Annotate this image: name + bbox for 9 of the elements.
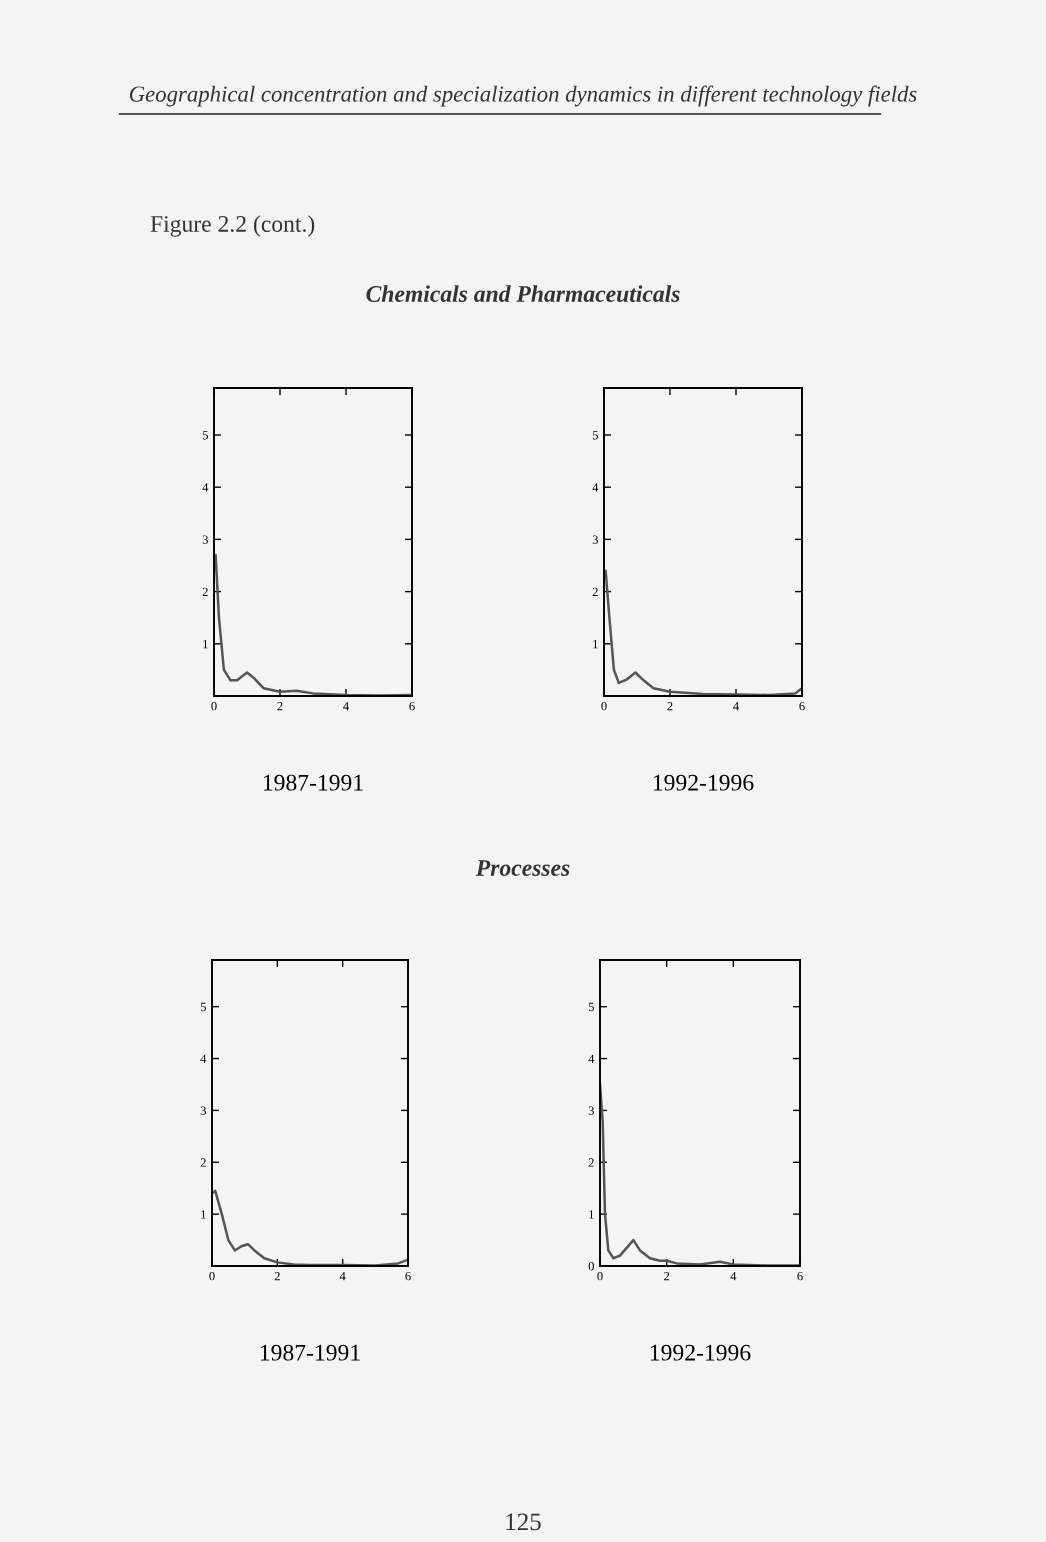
x-axis-title: 1992-1996	[653, 774, 754, 791]
text: 125	[506, 1513, 541, 1531]
x-axis-title: 1987-1991	[260, 1344, 360, 1361]
x-axis-title: 1992-1996	[650, 1344, 751, 1361]
caption: Figure 2.2 (cont.)	[150, 215, 315, 237]
text: Geographical concentration and specialization dynamics in different technology fields	[129, 85, 917, 107]
x-axis-title: 1987-1991	[263, 774, 363, 791]
text: Processes	[475, 860, 570, 876]
text: Chemicals and Pharmaceuticals	[366, 285, 680, 302]
